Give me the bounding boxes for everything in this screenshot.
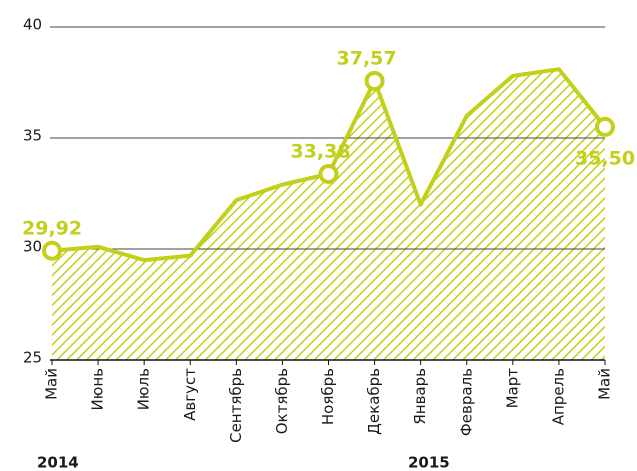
value-label: 33,38 — [290, 140, 350, 162]
point-marker — [318, 163, 339, 184]
point-marker — [364, 70, 385, 91]
x-tick-label: Октябрь — [273, 368, 291, 434]
x-tick-label: Сентябрь — [227, 368, 245, 443]
point-marker — [595, 116, 615, 137]
value-label: 37,57 — [337, 47, 397, 69]
x-tick-label: Январь — [411, 368, 429, 425]
x-tick-label: Май — [43, 368, 61, 400]
x-tick-label: Апрель — [549, 368, 567, 425]
y-tick-label: 35 — [23, 127, 42, 145]
x-tick-label: Декабрь — [365, 368, 383, 435]
x-tick-label: Февраль — [457, 368, 475, 436]
y-tick-label: 25 — [23, 349, 42, 367]
x-tick-label: Ноябрь — [319, 368, 337, 425]
point-marker — [42, 240, 62, 261]
value-label: 29,92 — [22, 217, 82, 239]
y-tick-label: 30 — [23, 238, 42, 256]
x-tick-label: Май — [596, 368, 614, 400]
x-tick-label: Август — [181, 368, 199, 421]
value-label: 35,50 — [575, 147, 635, 169]
area — [52, 69, 605, 361]
x-tick-label: Июнь — [89, 368, 107, 411]
year-label: 2014 — [37, 454, 79, 471]
x-tick-label: Март — [503, 368, 521, 409]
x-tick-label: Июль — [135, 368, 153, 410]
y-tick-label: 40 — [23, 16, 42, 34]
year-label: 2015 — [408, 454, 450, 471]
